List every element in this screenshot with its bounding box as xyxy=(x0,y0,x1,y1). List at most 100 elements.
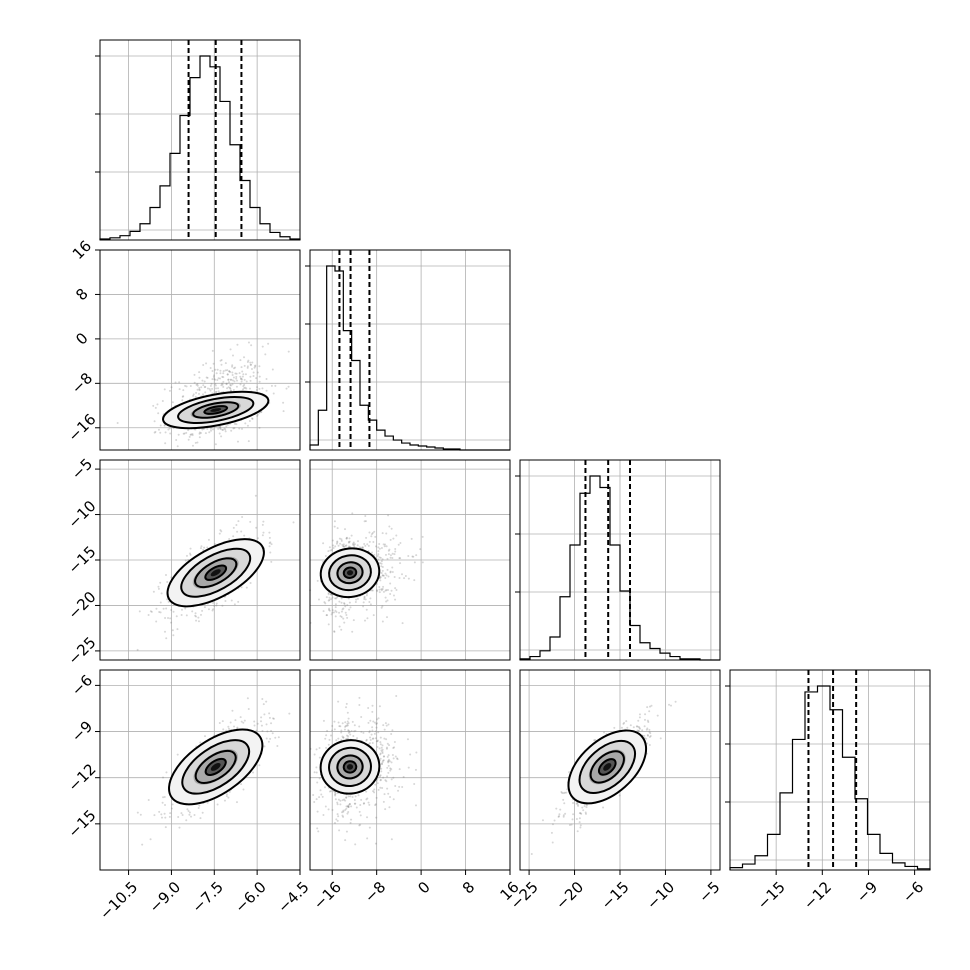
scatter-point xyxy=(242,373,245,376)
scatter-point xyxy=(181,813,184,816)
scatter-point xyxy=(218,432,221,435)
scatter-point xyxy=(382,590,385,593)
scatter-point xyxy=(550,831,553,834)
scatter-point xyxy=(231,365,234,368)
density-fill xyxy=(210,569,221,577)
scatter-point xyxy=(158,810,161,813)
scatter-point xyxy=(229,383,232,386)
scatter-point xyxy=(334,603,337,606)
scatter-point xyxy=(348,545,351,548)
scatter-point xyxy=(372,614,375,617)
scatter-point xyxy=(365,608,368,611)
scatter-point xyxy=(317,598,320,601)
scatter-point xyxy=(362,802,365,805)
scatter-point xyxy=(236,726,239,729)
scatter-point xyxy=(367,801,370,804)
scatter-point xyxy=(386,766,389,769)
scatter-point xyxy=(201,811,204,814)
scatter-point xyxy=(265,737,268,740)
scatter-point xyxy=(363,802,366,805)
scatter-point xyxy=(224,428,227,431)
scatter-point xyxy=(345,805,348,808)
scatter-point xyxy=(252,771,255,774)
scatter-point xyxy=(399,562,402,565)
scatter-point xyxy=(185,614,188,617)
scatter-point xyxy=(171,803,174,806)
scatter-point xyxy=(198,389,201,392)
scatter-point xyxy=(378,547,381,550)
scatter-point xyxy=(338,725,341,728)
scatter-point xyxy=(245,586,248,589)
scatter-point xyxy=(225,382,228,385)
scatter-point xyxy=(410,537,413,540)
scatter-point xyxy=(153,431,156,434)
scatter-point xyxy=(582,809,585,812)
scatter-point xyxy=(395,589,398,592)
scatter-point xyxy=(347,795,350,798)
scatter-point xyxy=(154,406,157,409)
scatter-point xyxy=(347,722,350,725)
scatter-point xyxy=(175,615,178,618)
scatter-point xyxy=(576,830,579,833)
scatter-point xyxy=(192,394,195,397)
scatter-point xyxy=(337,700,340,703)
scatter-point xyxy=(371,551,374,554)
scatter-point xyxy=(584,812,587,815)
scatter-point xyxy=(349,733,352,736)
scatter-point xyxy=(184,607,187,610)
scatter-point xyxy=(372,541,375,544)
scatter-point xyxy=(345,807,348,810)
scatter-point xyxy=(235,423,238,426)
scatter-point xyxy=(244,386,247,389)
scatter-point xyxy=(383,793,386,796)
scatter-point xyxy=(203,380,206,383)
scatter-point xyxy=(231,383,234,386)
x-tick-label: −9 xyxy=(853,878,881,906)
scatter-point xyxy=(231,373,234,376)
scatter-point xyxy=(381,558,384,561)
scatter-point xyxy=(565,791,568,794)
scatter-point xyxy=(328,598,331,601)
scatter-point xyxy=(377,550,380,553)
scatter-point xyxy=(167,616,170,619)
panel-frame xyxy=(519,459,721,661)
scatter-point xyxy=(646,706,649,709)
scatter-point xyxy=(324,805,327,808)
scatter-point xyxy=(342,607,345,610)
scatter-point xyxy=(380,749,383,752)
scatter-point xyxy=(366,617,369,620)
scatter-point xyxy=(381,566,384,569)
scatter-point xyxy=(378,591,381,594)
scatter-point xyxy=(208,387,211,390)
y-tick-label: −12 xyxy=(64,760,99,795)
scatter-point xyxy=(388,548,391,551)
scatter-point xyxy=(343,621,346,624)
scatter-point xyxy=(221,720,224,723)
scatter-point xyxy=(637,719,640,722)
contour-line xyxy=(204,564,228,581)
scatter-point xyxy=(171,401,174,404)
scatter-point xyxy=(225,383,228,386)
scatter-point xyxy=(378,705,381,708)
scatter-point xyxy=(327,743,330,746)
scatter-point xyxy=(227,725,230,728)
scatter-point xyxy=(160,813,163,816)
scatter-point xyxy=(391,729,394,732)
scatter-point xyxy=(235,375,238,378)
scatter-point xyxy=(201,393,204,396)
scatter-point xyxy=(387,758,390,761)
scatter-point xyxy=(412,555,415,558)
scatter-point xyxy=(335,818,338,821)
scatter-point xyxy=(384,808,387,811)
scatter-point xyxy=(339,799,342,802)
y-tick-label: 0 xyxy=(72,329,91,348)
scatter-point xyxy=(204,735,207,738)
scatter-point xyxy=(347,717,350,720)
scatter-point xyxy=(371,737,374,740)
scatter-point xyxy=(379,556,382,559)
scatter-point xyxy=(346,734,349,737)
scatter-point xyxy=(232,367,235,370)
scatter-point xyxy=(347,735,350,738)
scatter-point xyxy=(194,614,197,617)
scatter-point xyxy=(235,385,238,388)
